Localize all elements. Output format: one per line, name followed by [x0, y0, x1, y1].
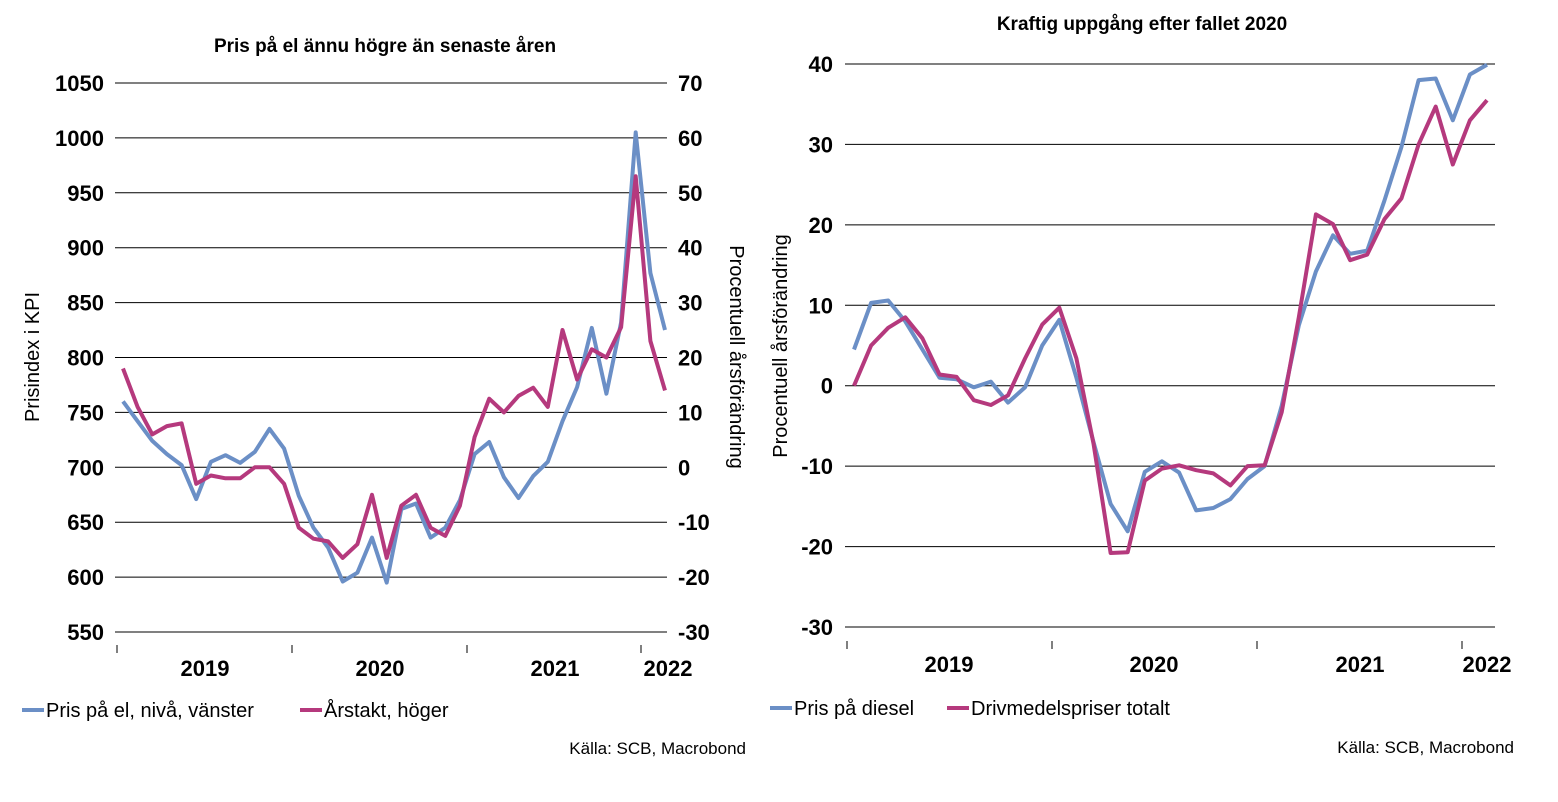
right-chart-y-tick-label: 40: [809, 52, 833, 77]
right-chart-y-tick-label: 20: [809, 213, 833, 238]
right-source-note: Källa: SCB, Macrobond: [1337, 738, 1514, 757]
right-y-tick-label: 10: [678, 400, 702, 425]
right-x-year-label: 2019: [925, 652, 974, 677]
right-chart-y-tick-label: -10: [801, 454, 833, 479]
right-y-axis-label: Procentuell årsförändring: [725, 245, 747, 468]
series-line-diesel: [852, 63, 1488, 534]
left-y-tick-label: 750: [67, 400, 104, 425]
left-y-tick-label: 850: [67, 291, 104, 316]
right-x-year-label: 2021: [1336, 652, 1385, 677]
right-y-tick-label: 30: [678, 291, 702, 316]
left-y-tick-label: 600: [67, 565, 104, 590]
right-y-tick-label: 0: [678, 455, 690, 480]
left-y-tick-label: 700: [67, 455, 104, 480]
left-y-tick-label: 650: [67, 510, 104, 535]
legend-entry: Drivmedelspriser totalt: [971, 698, 1170, 720]
right-chart-y-tick-label: -20: [801, 535, 833, 560]
right-y-tick-label: 50: [678, 181, 702, 206]
legend-entry: Årstakt, höger: [324, 699, 449, 722]
left-chart-title: Pris på el ännu högre än senaste åren: [214, 36, 556, 57]
series-line-pris-pa-el: [121, 130, 667, 585]
left-x-year-label: 2021: [531, 656, 580, 681]
right-y-tick-label: 20: [678, 346, 702, 371]
left-y-axis-label: Prisindex i KPI: [22, 292, 44, 422]
legend-entry: Pris på el, nivå, vänster: [46, 700, 254, 722]
right-x-year-label: 2020: [1130, 652, 1179, 677]
left-y-tick-label: 550: [67, 620, 104, 645]
left-x-year-label: 2022: [644, 656, 693, 681]
right-y-tick-label: -30: [678, 620, 710, 645]
left-y-tick-label: 950: [67, 181, 104, 206]
left-x-year-label: 2019: [181, 656, 230, 681]
series-line-drivmedel: [852, 98, 1489, 555]
left-y-tick-label: 1050: [55, 71, 104, 96]
right-x-year-label: 2022: [1463, 652, 1512, 677]
legend-entry: Pris på diesel: [794, 698, 914, 720]
left-chart: Pris på el ännu högre än senaste åren105…: [22, 36, 747, 758]
left-y-tick-label: 1000: [55, 126, 104, 151]
left-y-tick-label: 800: [67, 346, 104, 371]
right-chart-y-tick-label: 10: [809, 293, 833, 318]
left-source-note: Källa: SCB, Macrobond: [569, 739, 746, 758]
right-y-tick-label: -10: [678, 510, 710, 535]
right-chart-y-tick-label: -30: [801, 615, 833, 640]
series-line-arstakt: [121, 174, 667, 560]
right-chart-y-tick-label: 30: [809, 132, 833, 157]
right-chart: Kraftig uppgång efter fallet 20204030201…: [770, 14, 1514, 757]
right-chart-title: Kraftig uppgång efter fallet 2020: [997, 14, 1287, 35]
right-y-tick-label: -20: [678, 565, 710, 590]
left-y-tick-label: 900: [67, 236, 104, 261]
right-y-tick-label: 40: [678, 236, 702, 261]
right-chart-y-axis-label: Procentuell årsförändring: [770, 234, 792, 457]
right-y-tick-label: 60: [678, 126, 702, 151]
right-y-tick-label: 70: [678, 71, 702, 96]
right-chart-y-tick-label: 0: [821, 374, 833, 399]
left-x-year-label: 2020: [356, 656, 405, 681]
